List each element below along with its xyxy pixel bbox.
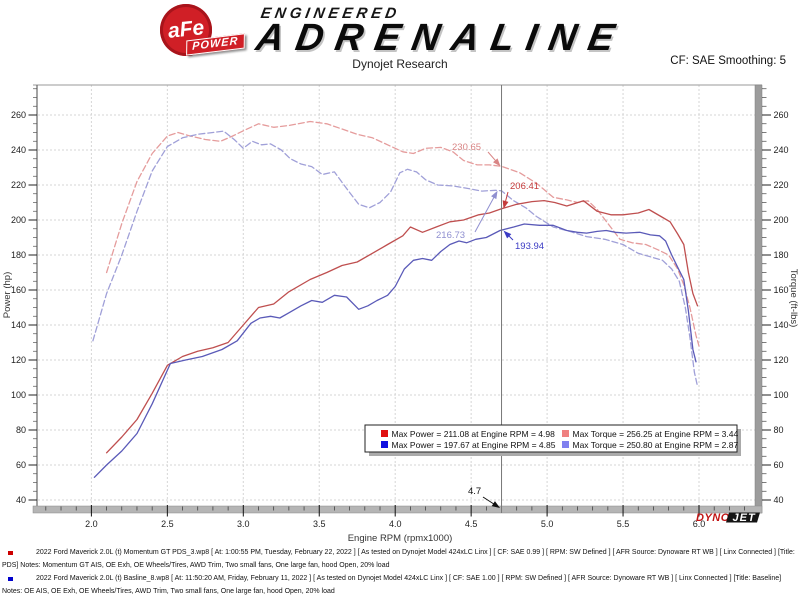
legend-swatch (381, 441, 388, 448)
legend-entry: Max Torque = 256.25 at Engine RPM = 3.44 (573, 429, 739, 439)
y-tick-label-left: 160 (11, 285, 26, 295)
run1-text: 2022 Ford Maverick 2.0L (t) Momentum GT … (2, 549, 795, 569)
y-tick-label-left: 180 (11, 250, 26, 260)
cursor-readout-torque_base: 216.73 (436, 230, 465, 241)
x-axis-title: Engine RPM (rpmx1000) (348, 533, 453, 544)
right-axis-ruler (754, 84, 763, 514)
cf-smoothing-note: CF: SAE Smoothing: 5 (670, 55, 786, 67)
legend-entry: Max Power = 211.08 at Engine RPM = 4.98 (392, 429, 556, 439)
y-tick-label-right: 120 (774, 355, 789, 365)
y-tick-label-right: 60 (774, 460, 784, 470)
x-axis-ruler (32, 505, 763, 514)
x-tick-label: 4.5 (465, 519, 478, 529)
brand-adrenaline: ADRENALINE (252, 17, 630, 59)
y-tick-label-left: 80 (16, 425, 26, 435)
afe-power-logo: aFe POWER (160, 4, 245, 62)
curve-power_afe (105, 199, 699, 454)
y-tick-label-left: 220 (11, 180, 26, 190)
y-tick-label-right: 140 (774, 320, 789, 330)
y-tick-label-left: 140 (11, 320, 26, 330)
y-tick-label-left: 60 (16, 460, 26, 470)
cursor-rpm-label[interactable]: 4.7 (468, 486, 481, 497)
run1-color-swatch (8, 550, 13, 555)
x-tick-label: 2.5 (161, 519, 174, 529)
right-axis-title: Torque (ft-lbs) (788, 269, 799, 328)
runs-footer: 2022 Ford Maverick 2.0L (t) Momentum GT … (0, 547, 800, 599)
y-tick-label-left: 40 (16, 495, 26, 505)
curve-torque_base (92, 130, 699, 387)
x-tick-label: 2.0 (85, 519, 98, 529)
y-tick-label-right: 200 (774, 215, 789, 225)
run-entry-pds: 2022 Ford Maverick 2.0L (t) Momentum GT … (0, 547, 800, 573)
y-tick-label-left: 240 (11, 145, 26, 155)
y-tick-label-right: 180 (774, 250, 789, 260)
y-tick-label-left: 260 (11, 110, 26, 120)
run-entry-baseline: 2022 Ford Maverick 2.0L (t) Basline_8.wp… (0, 573, 800, 599)
x-tick-label: 4.0 (389, 519, 402, 529)
y-tick-label-right: 100 (774, 390, 789, 400)
y-tick-label-right: 160 (774, 285, 789, 295)
x-tick-label: 6.0 (693, 519, 706, 529)
y-tick-label-left: 200 (11, 215, 26, 225)
legend-entry: Max Torque = 250.80 at Engine RPM = 2.87 (573, 440, 739, 450)
legend-swatch (562, 441, 569, 448)
cursor-readout-power_afe: 206.41 (510, 181, 539, 192)
y-tick-label-right: 240 (774, 145, 789, 155)
cursor-readout-torque_afe: 230.65 (452, 142, 481, 153)
dynojet-watermark-jet: JET (733, 512, 756, 524)
run2-text: 2022 Ford Maverick 2.0L (t) Basline_8.wp… (2, 575, 782, 595)
y-tick-label-left: 100 (11, 390, 26, 400)
y-tick-label-right: 220 (774, 180, 789, 190)
left-axis-title: Power (hp) (2, 272, 13, 318)
legend-swatch (562, 430, 569, 437)
x-tick-label: 3.5 (313, 519, 326, 529)
dynojet-watermark-box (726, 512, 760, 523)
y-tick-label-right: 40 (774, 495, 784, 505)
y-tick-label-right: 80 (774, 425, 784, 435)
y-tick-label-right: 260 (774, 110, 789, 120)
cursor-readout-power_base: 193.94 (515, 241, 544, 252)
brand-wordmark: ENGINEERED ADRENALINE (252, 5, 632, 59)
legend-swatch (381, 430, 388, 437)
x-tick-label: 5.5 (617, 519, 630, 529)
legend-entry: Max Power = 197.67 at Engine RPM = 4.85 (392, 440, 556, 450)
legend-box (364, 424, 738, 453)
dyno-chart: 40 60 80 100 120 140 160 180 200 220 240 260 Power (… (2, 84, 799, 544)
dynojet-watermark-dyno: DYNO (696, 512, 730, 524)
curve-power_base (93, 223, 697, 478)
x-tick-label: 5.0 (541, 519, 554, 529)
run2-color-swatch (8, 576, 13, 581)
chart-subtitle: Dynojet Research (352, 57, 448, 71)
y-tick-label-left: 120 (11, 355, 26, 365)
curve-torque_afe (105, 120, 700, 347)
x-tick-label: 3.0 (237, 519, 250, 529)
